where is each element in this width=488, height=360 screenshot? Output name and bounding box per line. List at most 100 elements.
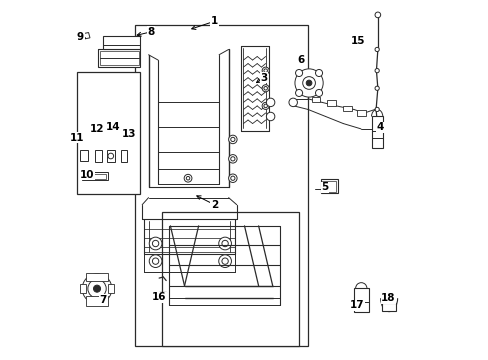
Polygon shape [80,32,90,40]
Ellipse shape [193,216,196,218]
Circle shape [218,237,231,250]
Circle shape [262,102,269,109]
Ellipse shape [95,149,102,152]
Circle shape [374,68,379,73]
Ellipse shape [211,215,217,219]
Circle shape [315,69,322,77]
Text: 5: 5 [321,182,328,192]
Circle shape [264,69,267,72]
Ellipse shape [181,306,187,311]
Text: 9: 9 [77,32,84,42]
Ellipse shape [193,235,196,238]
Circle shape [230,176,235,180]
Text: 11: 11 [69,133,84,143]
Ellipse shape [250,215,256,219]
Ellipse shape [172,234,179,239]
Text: 6: 6 [297,55,304,65]
Circle shape [108,153,113,159]
Circle shape [266,112,274,121]
Ellipse shape [212,216,216,218]
Circle shape [82,274,112,303]
Ellipse shape [225,308,228,310]
Ellipse shape [250,276,256,281]
Bar [82,172,107,180]
Circle shape [228,154,237,163]
Ellipse shape [174,216,177,218]
Bar [161,212,299,346]
Ellipse shape [251,278,254,280]
Ellipse shape [251,235,254,238]
Ellipse shape [270,235,274,238]
Text: 15: 15 [350,36,365,46]
Ellipse shape [193,253,196,255]
Text: 12: 12 [90,124,104,134]
Text: 10: 10 [80,170,95,180]
Bar [371,117,382,148]
Ellipse shape [232,216,235,218]
Text: 13: 13 [122,129,136,139]
Circle shape [218,255,231,267]
Ellipse shape [121,149,127,152]
Ellipse shape [212,235,216,238]
Text: 4: 4 [376,122,383,132]
Ellipse shape [192,276,198,281]
Text: 2: 2 [210,200,218,210]
Bar [107,150,114,162]
Bar [311,97,320,102]
Ellipse shape [203,308,207,310]
Ellipse shape [251,253,254,255]
Ellipse shape [269,234,275,239]
Circle shape [374,48,379,51]
Ellipse shape [212,253,216,255]
Circle shape [262,67,269,74]
Circle shape [186,176,189,180]
Bar [320,179,337,193]
Ellipse shape [246,308,249,310]
Circle shape [228,135,237,144]
Text: 14: 14 [106,122,121,132]
Bar [327,100,336,106]
Bar [381,303,395,311]
Circle shape [228,174,237,183]
Circle shape [374,107,379,112]
Bar [98,49,140,67]
Ellipse shape [172,215,179,219]
Circle shape [262,85,269,92]
Circle shape [295,89,302,96]
Circle shape [266,98,274,107]
Bar [86,273,107,281]
Circle shape [230,157,235,161]
Circle shape [152,258,159,264]
Circle shape [294,69,323,97]
Circle shape [264,86,267,90]
Circle shape [295,69,302,77]
Bar [107,284,114,293]
Text: 7: 7 [100,295,107,305]
Bar [81,150,88,161]
Circle shape [305,80,311,86]
Text: 1: 1 [210,16,218,26]
Ellipse shape [192,252,198,256]
Bar [357,110,366,116]
Text: 16: 16 [152,292,166,302]
Circle shape [184,174,192,182]
Circle shape [152,240,159,247]
Circle shape [149,255,162,267]
Ellipse shape [121,161,127,164]
Circle shape [315,89,322,96]
Circle shape [88,279,106,298]
Bar [100,51,139,66]
Ellipse shape [95,161,102,164]
Circle shape [93,285,101,292]
Ellipse shape [192,215,198,219]
Bar [353,288,368,312]
Circle shape [374,127,379,131]
Ellipse shape [223,306,229,311]
Ellipse shape [250,252,256,256]
Bar [77,72,140,194]
Ellipse shape [193,278,196,280]
Bar [135,25,307,346]
Text: 3: 3 [260,73,267,83]
Circle shape [149,237,162,250]
Text: 17: 17 [349,300,364,310]
